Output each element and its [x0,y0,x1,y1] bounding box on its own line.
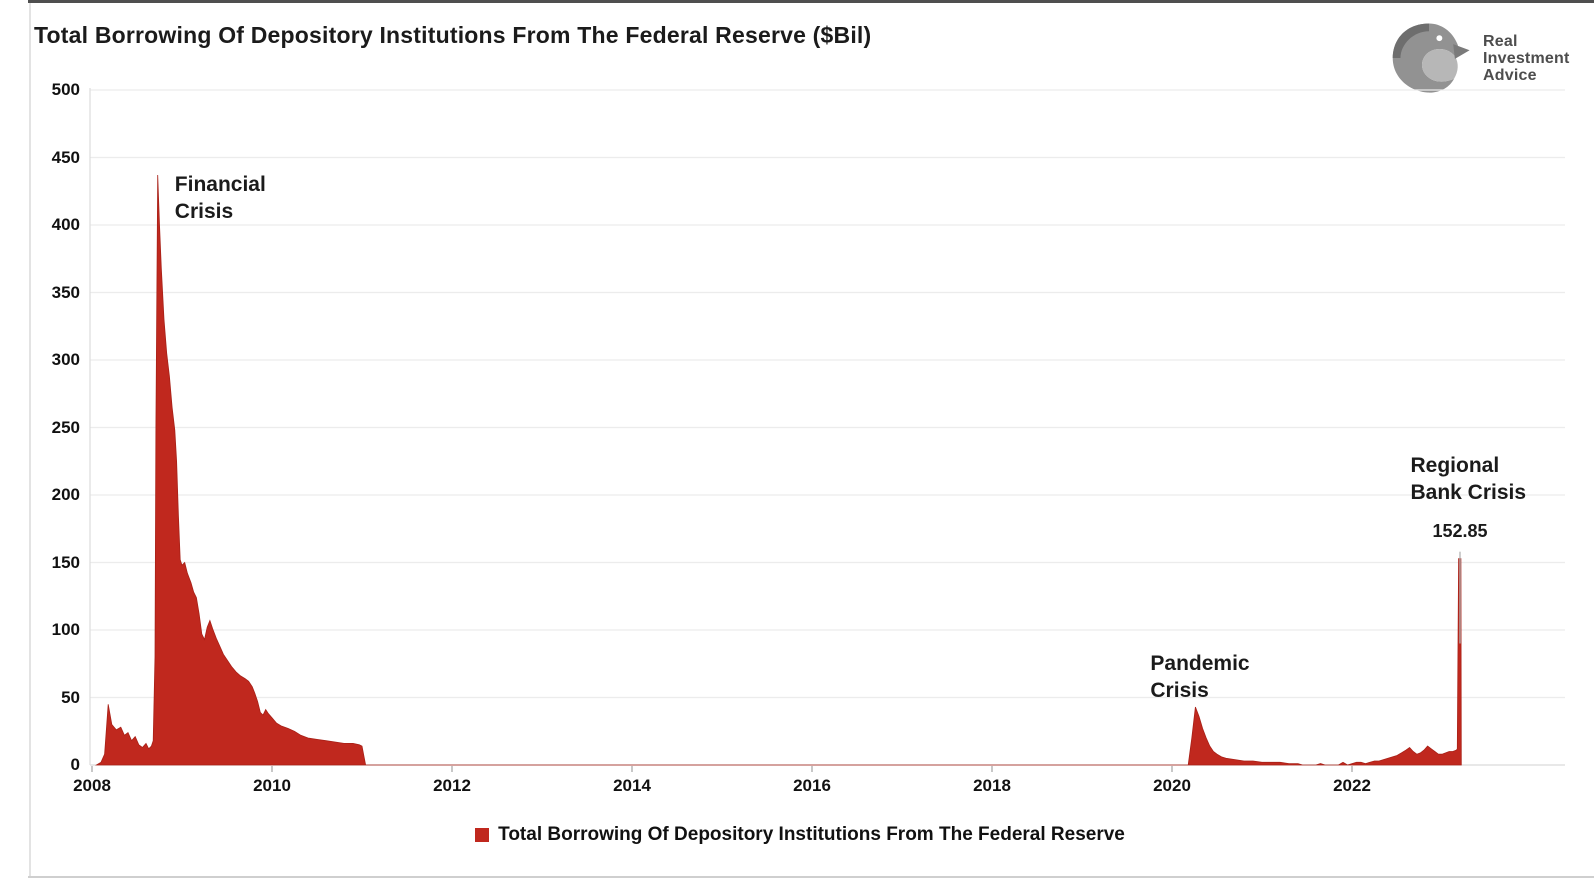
legend-label: Total Borrowing Of Depository Institutio… [498,824,1125,845]
chart-legend: Total Borrowing Of Depository Institutio… [30,824,1570,846]
brand-logo-text: Real Investment Advice [1483,32,1570,84]
frame-bottom-border [28,876,1594,878]
annotation-financial-crisis: Financial Crisis [174,173,266,223]
x-tick-label: 2008 [73,776,111,795]
x-tick-label: 2016 [793,776,831,795]
eagle-icon [1392,23,1470,93]
y-tick-label: 150 [51,552,80,572]
y-tick-label: 250 [51,417,80,437]
y-tick-label: 100 [51,620,80,639]
x-tick-label: 2018 [973,776,1011,795]
x-tick-label: 2012 [433,776,471,795]
annotation-pandemic-crisis: Pandemic Crisis [1150,652,1250,703]
frame-left-border [29,3,31,876]
brand-logo: Real Investment Advice [1383,18,1588,98]
y-tick-label: 450 [51,147,80,167]
x-tick-label: 2020 [1153,776,1191,795]
y-tick-label: 350 [51,282,80,302]
frame-top-border [28,0,1594,3]
y-tick-label: 200 [51,485,80,504]
annotation-peak-value: 152.85 [1432,520,1488,541]
y-tick-label: 500 [51,80,80,99]
legend-swatch [475,828,490,842]
chart-title: Total Borrowing Of Depository Institutio… [34,22,872,48]
y-tick-label: 400 [51,215,80,234]
annotation-regional-bank-crisis: Regional Bank Crisis [1410,453,1527,504]
x-tick-label: 2010 [253,776,291,795]
y-tick-label: 0 [70,755,80,774]
y-tick-label: 50 [61,687,80,707]
y-tick-label: 300 [51,350,80,369]
x-tick-label: 2014 [613,776,651,795]
x-tick-label: 2022 [1333,776,1371,795]
